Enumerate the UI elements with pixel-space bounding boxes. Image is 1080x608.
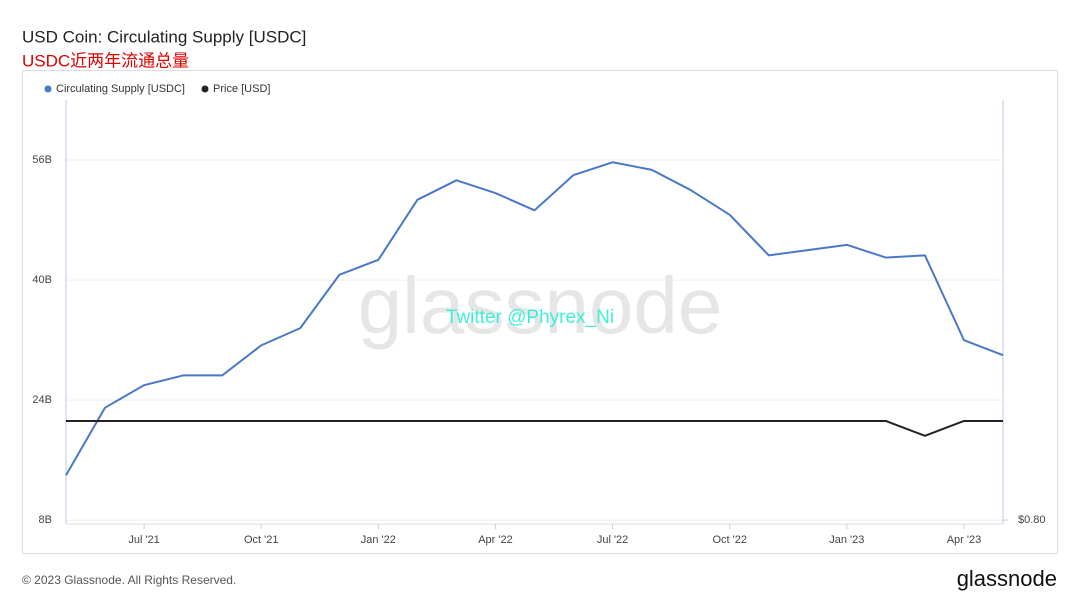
annotation: Twitter @Phyrex_Ni bbox=[446, 307, 614, 328]
legend-marker bbox=[44, 85, 52, 93]
x-tick-label: Jul '21 bbox=[128, 534, 159, 546]
x-tick-label: Oct '22 bbox=[712, 534, 747, 546]
series-line bbox=[66, 419, 1003, 437]
series-line bbox=[65, 161, 1004, 476]
x-tick-label: Apr '23 bbox=[947, 534, 982, 546]
plot-area: 8B 24B 40B 56B $0.80 Jul '21 Oct '21 Jan '22 Apr… bbox=[32, 83, 1045, 546]
y2-tick-label: $0.80 bbox=[1018, 514, 1046, 526]
y-tick-label: 40B bbox=[32, 274, 52, 286]
x-tick-label: Oct '21 bbox=[244, 534, 279, 546]
y-tick-label: 8B bbox=[39, 514, 52, 526]
copyright: © 2023 Glassnode. All Rights Reserved. bbox=[22, 573, 236, 587]
y-tick-label: 24B bbox=[32, 394, 52, 406]
x-tick-label: Jan '22 bbox=[361, 534, 396, 546]
legend-label: Circulating Supply [USDC] bbox=[56, 83, 185, 95]
chart-title: USD Coin: Circulating Supply [USDC] bbox=[22, 27, 306, 46]
legend-label: Price [USD] bbox=[213, 83, 270, 95]
chart-subtitle: USDC近两年流通总量 bbox=[22, 51, 189, 70]
y-tick-label: 56B bbox=[32, 154, 52, 166]
x-tick-label: Jul '22 bbox=[597, 534, 628, 546]
logo: glassnode bbox=[957, 566, 1057, 591]
x-tick-label: Apr '22 bbox=[478, 534, 513, 546]
watermark: glassnode bbox=[358, 261, 723, 350]
chart-frame bbox=[22, 70, 1058, 554]
legend-marker bbox=[201, 85, 209, 93]
x-tick-label: Jan '23 bbox=[829, 534, 864, 546]
